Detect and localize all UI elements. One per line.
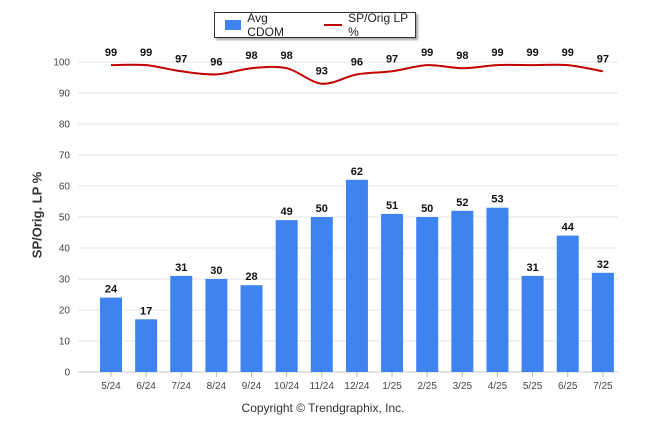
line-data-label: 93 <box>316 66 328 78</box>
line-data-label: 99 <box>421 47 433 59</box>
bar <box>170 275 193 372</box>
line-data-label: 99 <box>140 47 152 59</box>
bar <box>345 179 368 372</box>
line-data-label: 99 <box>526 47 538 59</box>
y-tick-label: 80 <box>59 120 71 131</box>
bar <box>100 297 122 372</box>
line-data-label: 99 <box>491 47 503 59</box>
y-tick-label: 60 <box>59 182 71 193</box>
line-data-label: 99 <box>105 47 117 59</box>
bar <box>451 210 474 372</box>
y-tick-label: 70 <box>59 151 71 162</box>
bar-data-label: 52 <box>456 197 468 209</box>
bar-data-label: 30 <box>210 265 222 277</box>
bar <box>310 217 333 372</box>
y-tick-label: 10 <box>59 337 71 348</box>
bar-data-label: 50 <box>421 203 433 215</box>
legend-swatch-bar <box>225 20 242 30</box>
line-data-label: 96 <box>351 56 363 68</box>
bar-data-label: 50 <box>316 203 328 215</box>
line-data-label: 99 <box>562 47 574 59</box>
line-data-label: 98 <box>456 50 468 62</box>
bar-data-label: 49 <box>281 206 293 218</box>
y-tick-label: 40 <box>59 244 71 255</box>
bar-data-label: 53 <box>491 194 503 206</box>
x-tick-label: 6/24 <box>136 381 156 392</box>
legend-item-splp[interactable]: SP/Orig LP % <box>324 11 415 39</box>
x-tick-label: 6/25 <box>558 381 578 392</box>
bar <box>240 285 263 372</box>
bar-data-label: 31 <box>526 262 538 274</box>
series-line-splp <box>110 63 604 85</box>
bar <box>275 220 298 372</box>
bar <box>205 279 228 372</box>
bar-data-label: 24 <box>105 284 118 296</box>
y-axis-label: SP/Orig. LP % <box>29 171 45 259</box>
bar-data-label: 28 <box>245 271 257 283</box>
x-tick-label: 11/24 <box>310 381 335 392</box>
x-tick-label: 4/25 <box>488 381 508 392</box>
bar-data-label: 51 <box>386 200 398 212</box>
y-tick-label: 50 <box>59 213 71 224</box>
bar <box>135 319 158 372</box>
line-data-label: 96 <box>210 56 222 68</box>
x-tick-label: 3/25 <box>453 381 473 392</box>
y-tick-label: 30 <box>59 275 71 286</box>
legend: Avg CDOM SP/Orig LP % <box>214 11 416 39</box>
bar-data-label: 17 <box>140 305 152 317</box>
bar-data-label: 44 <box>562 222 575 234</box>
line-data-label: 98 <box>245 50 257 62</box>
y-tick-label: 90 <box>59 89 71 100</box>
bar <box>381 213 404 372</box>
bar-data-label: 32 <box>597 259 609 271</box>
y-tick-label: 100 <box>53 58 70 69</box>
legend-item-cdom[interactable]: Avg CDOM <box>225 11 302 39</box>
x-tick-label: 1/25 <box>382 381 402 392</box>
x-tick-label: 9/24 <box>242 381 262 392</box>
bar <box>521 275 544 372</box>
line-data-label: 97 <box>597 53 609 65</box>
legend-swatch-line <box>324 24 343 26</box>
x-tick-label: 12/24 <box>344 381 369 392</box>
line-data-label: 97 <box>386 53 398 65</box>
bar-data-label: 31 <box>175 262 187 274</box>
y-tick-label: 20 <box>59 306 71 317</box>
copyright: Copyright © Trendgraphix, Inc. <box>241 401 405 415</box>
legend-label-splp: SP/Orig LP % <box>348 11 408 39</box>
x-tick-label: 8/24 <box>207 381 227 392</box>
y-tick-label: 0 <box>64 368 70 379</box>
bar <box>591 272 614 372</box>
x-tick-label: 7/24 <box>172 381 192 392</box>
bar <box>486 207 509 372</box>
x-tick-label: 2/25 <box>417 381 437 392</box>
x-tick-label: 10/24 <box>274 381 299 392</box>
x-tick-label: 5/24 <box>101 381 121 392</box>
bar-data-label: 62 <box>351 166 363 178</box>
x-tick-label: 5/25 <box>523 381 543 392</box>
line-data-label: 98 <box>281 50 293 62</box>
bar <box>416 217 439 372</box>
legend-label-cdom: Avg CDOM <box>247 11 284 39</box>
bar <box>556 235 579 372</box>
line-data-label: 97 <box>175 53 187 65</box>
x-tick-label: 7/25 <box>593 381 613 392</box>
